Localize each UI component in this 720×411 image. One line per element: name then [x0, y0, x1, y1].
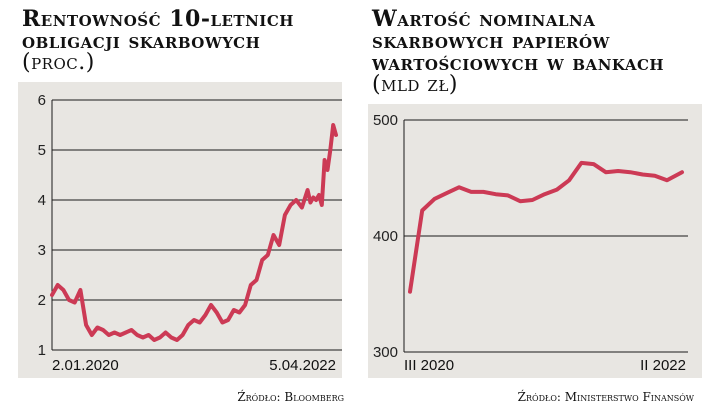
chart-right-title-line-3: wartościowych w bankach: [372, 50, 665, 76]
chart-right-y-tick-label: 400: [373, 228, 398, 245]
chart-right-title-line-2: skarbowych papierów: [372, 28, 610, 54]
chart-right-svg: 300 400 500 III 2020 II 2022: [373, 112, 688, 374]
chart-right-x-tick-label-start: III 2020: [404, 357, 454, 374]
chart-right-y-tick-label: 300: [373, 344, 398, 361]
chart-left-plot-panel: [18, 82, 342, 378]
chart-left-series-line: [50, 123, 338, 342]
chart-right-series-line: [408, 160, 684, 294]
chart-left-title: Rentowność 10-letnich obligacji skarbowy…: [22, 8, 294, 74]
chart-left-title-line-2: obligacji skarbowych: [22, 28, 261, 54]
chart-left-unit: (proc.): [22, 50, 95, 75]
chart-left-y-tick-label: 5: [38, 142, 46, 159]
chart-left-y-tick-label: 3: [38, 242, 46, 259]
chart-right-unit: (mld zł): [372, 72, 458, 97]
chart-right-x-tick-label-end: II 2022: [640, 357, 686, 374]
chart-left-x-tick-label-end: 5.04.2022: [269, 357, 336, 374]
chart-left-y-tick-label: 4: [38, 192, 46, 209]
chart-left-title-line-1: Rentowność 10-letnich: [22, 6, 294, 32]
chart-right-source: Źródło: Ministerstwo Finansów: [517, 390, 694, 404]
chart-left-svg: 1 2 3 4 5 6 2.01.2020 5.04.2022: [38, 92, 342, 374]
chart-left-y-tick-label: 2: [38, 292, 46, 309]
chart-left-source: Źródło: Bloomberg: [237, 390, 344, 404]
chart-right-plot-panel: [368, 104, 702, 378]
chart-left-y-tick-label: 6: [38, 92, 46, 109]
chart-left-y-tick-label: 1: [38, 342, 46, 359]
chart-left-x-tick-label-start: 2.01.2020: [52, 357, 119, 374]
chart-right-y-tick-label: 500: [373, 112, 398, 129]
chart-right-title-line-1: Wartość nominalna: [372, 6, 596, 32]
chart-right-title: Wartość nominalna skarbowych papierów wa…: [372, 8, 664, 96]
